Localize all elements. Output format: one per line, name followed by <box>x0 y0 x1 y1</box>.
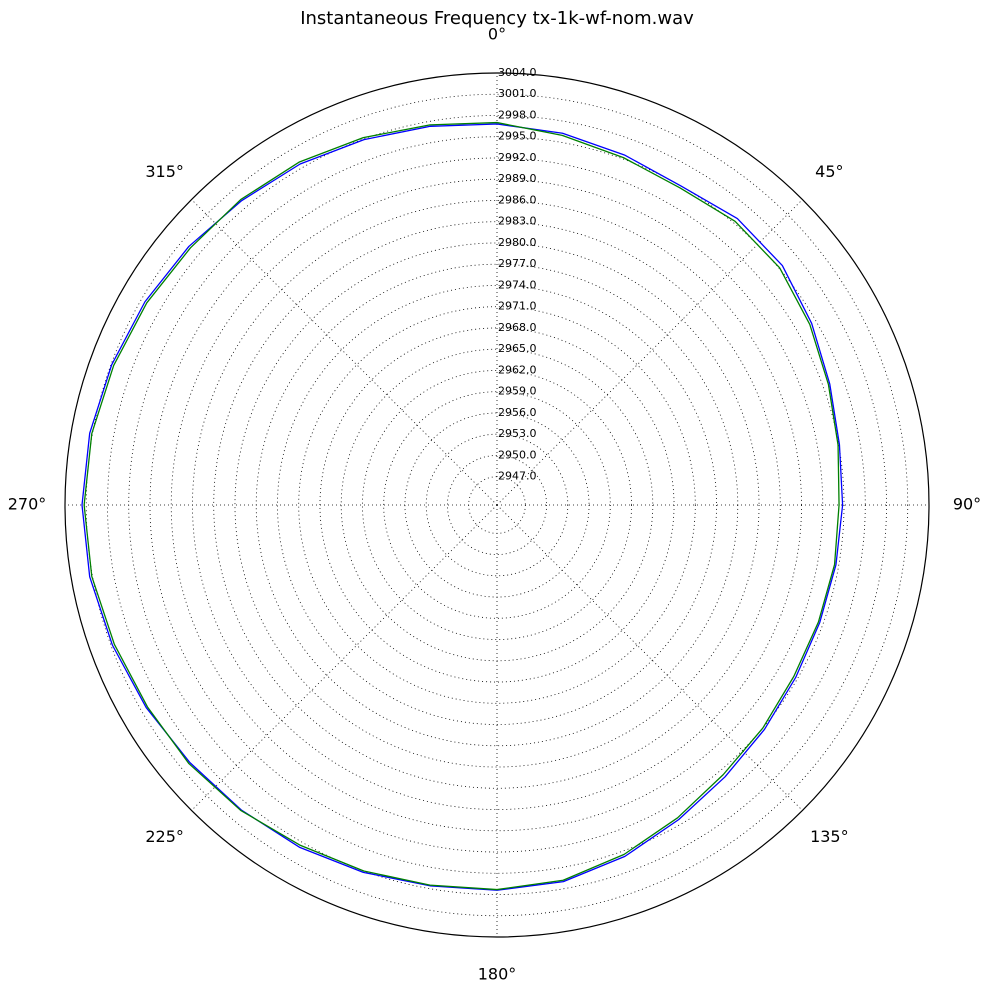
radial-tick-label: 2968.0 <box>498 321 537 334</box>
radial-tick-label: 2980.0 <box>498 236 537 249</box>
radial-tick-label: 2950.0 <box>498 448 537 461</box>
radial-grid-line <box>107 115 887 895</box>
radial-tick-label: 3004.0 <box>498 66 537 79</box>
radial-grid-line <box>192 200 802 810</box>
radial-grid-line <box>447 455 547 555</box>
angle-tick-label: 135° <box>810 827 849 846</box>
radial-tick-label: 2989.0 <box>498 172 537 185</box>
radial-grid-line <box>425 433 569 577</box>
radial-grid-line <box>85 93 909 917</box>
radial-grid-line <box>128 136 866 874</box>
angle-tick-label: 45° <box>815 162 843 181</box>
radial-tick-label: 2965.0 <box>498 342 537 355</box>
radial-grid-line <box>340 348 654 662</box>
angular-grid-line <box>191 199 498 506</box>
data-line <box>81 123 844 891</box>
radial-tick-label: 2992.0 <box>498 151 537 164</box>
radial-grid-line <box>234 242 760 768</box>
radial-tick-label: 2959.0 <box>498 385 537 398</box>
radial-tick-label: 2962.0 <box>498 363 537 376</box>
radial-grid-line <box>404 412 590 598</box>
radial-grid-line <box>149 157 845 853</box>
angle-tick-label: 90° <box>953 495 981 514</box>
radial-tick-label: 2998.0 <box>498 108 537 121</box>
angle-tick-label: 0° <box>488 25 506 44</box>
angle-tick-label: 225° <box>145 827 184 846</box>
radial-tick-label: 3001.0 <box>498 87 537 100</box>
radial-tick-label: 2953.0 <box>498 427 537 440</box>
chart-title: Instantaneous Frequency tx-1k-wf-nom.wav <box>300 8 694 29</box>
angle-tick-label: 180° <box>478 965 517 984</box>
outer-frame <box>64 72 930 938</box>
radial-grid-line <box>277 285 717 725</box>
radial-grid-line <box>255 263 739 747</box>
radial-tick-label: 2956.0 <box>498 406 537 419</box>
angle-tick-label: 270° <box>8 495 47 514</box>
radial-tick-label: 2974.0 <box>498 278 537 291</box>
radial-tick-label: 2983.0 <box>498 215 537 228</box>
radial-tick-label: 2977.0 <box>498 257 537 270</box>
angular-grid-line <box>191 504 498 811</box>
radial-grid-line <box>213 221 781 789</box>
radial-tick-label: 2995.0 <box>498 130 537 143</box>
radial-grid-line <box>319 327 675 683</box>
angle-tick-label: 315° <box>145 162 184 181</box>
angular-grid-line <box>496 504 803 811</box>
data-line <box>83 121 840 891</box>
radial-tick-label: 2986.0 <box>498 193 537 206</box>
radial-grid-line <box>468 476 526 534</box>
radial-grid-line <box>362 370 632 640</box>
radial-tick-label: 2971.0 <box>498 300 537 313</box>
angular-grid-line <box>496 199 803 506</box>
radial-tick-label: 2947.0 <box>498 470 537 483</box>
radial-grid-line <box>298 306 696 704</box>
radial-grid-line <box>170 178 824 832</box>
